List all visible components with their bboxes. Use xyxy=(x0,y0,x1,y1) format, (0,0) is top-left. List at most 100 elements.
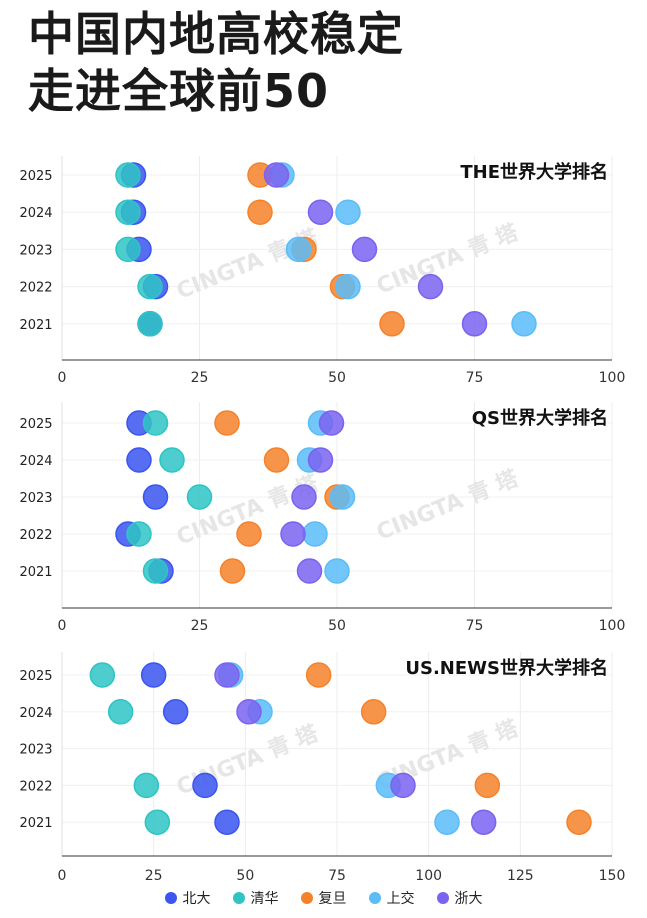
x-tick-label: 50 xyxy=(236,868,254,884)
y-tick-label: 2022 xyxy=(19,528,52,543)
data-point xyxy=(470,809,497,835)
x-tick-label: 25 xyxy=(145,868,163,884)
x-tick-label: 100 xyxy=(599,370,626,386)
data-point xyxy=(142,410,169,436)
data-point xyxy=(329,484,356,510)
legend-item: 复旦 xyxy=(300,888,347,908)
data-point xyxy=(89,662,116,688)
data-point xyxy=(307,199,334,225)
x-tick-label: 0 xyxy=(58,868,67,884)
watermark-text: CINGTA 青 塔 xyxy=(373,220,522,300)
x-tick-label: 0 xyxy=(58,370,67,386)
chart-title: QS世界大学排名 xyxy=(472,407,608,429)
legend-swatch xyxy=(300,892,313,904)
data-point xyxy=(335,199,361,225)
data-point xyxy=(566,809,592,835)
y-tick-label: 2024 xyxy=(19,206,52,221)
legend-item: 北大 xyxy=(164,888,211,908)
legend: 北大 清华 复旦 上交 浙大 xyxy=(0,887,647,909)
legend-label: 浙大 xyxy=(454,891,483,907)
data-point xyxy=(126,521,152,547)
x-tick-label: 75 xyxy=(466,618,484,634)
chart-title: US.NEWS世界大学排名 xyxy=(405,657,608,679)
data-point xyxy=(186,484,213,510)
data-point xyxy=(390,772,416,799)
chart-panel-1: CINGTA 青 塔 CINGTA 青 塔0 25 50 75 1002025202420… xyxy=(19,156,625,386)
y-tick-label: 2022 xyxy=(19,779,52,794)
x-tick-label: 50 xyxy=(328,618,346,634)
x-tick-label: 100 xyxy=(599,618,626,634)
data-point xyxy=(107,699,134,725)
y-tick-label: 2021 xyxy=(19,318,52,333)
data-point xyxy=(115,162,141,188)
data-point xyxy=(159,447,185,473)
data-point xyxy=(307,447,334,473)
data-point xyxy=(214,662,240,688)
legend-swatch xyxy=(164,892,177,904)
data-point xyxy=(263,162,290,188)
data-point xyxy=(335,273,361,300)
x-tick-label: 25 xyxy=(191,618,209,634)
data-point xyxy=(142,484,169,510)
page-title: 中国内地高校稳定 走进全球前50 xyxy=(28,7,404,118)
data-point xyxy=(137,311,163,337)
y-tick-label: 2023 xyxy=(19,743,52,758)
data-point xyxy=(263,447,290,473)
data-point xyxy=(302,521,328,547)
y-tick-label: 2023 xyxy=(19,491,52,506)
legend-item: 上交 xyxy=(368,888,415,908)
data-point xyxy=(318,410,345,436)
data-point xyxy=(162,699,189,725)
chart-panel-3: CINGTA 青 塔 CINGTA 青 塔0 25 50 75 100 125 1502025… xyxy=(19,652,625,884)
data-point xyxy=(305,662,332,688)
y-tick-label: 2021 xyxy=(19,565,52,580)
data-point xyxy=(214,809,240,835)
legend-label: 上交 xyxy=(386,891,415,907)
data-point xyxy=(144,809,171,835)
legend-swatch xyxy=(368,892,381,904)
legend-item: 清华 xyxy=(232,888,279,908)
data-point xyxy=(115,236,141,263)
legend-swatch xyxy=(232,892,245,904)
data-point xyxy=(115,199,141,225)
y-tick-label: 2022 xyxy=(19,281,52,296)
data-point xyxy=(247,199,273,225)
data-point xyxy=(236,699,262,725)
data-point xyxy=(291,484,317,510)
data-point xyxy=(461,311,488,337)
chart-title: THE世界大学排名 xyxy=(460,161,608,183)
data-point xyxy=(474,772,501,799)
legend-item: 浙大 xyxy=(436,888,483,908)
data-point xyxy=(140,662,167,688)
legend-label: 清华 xyxy=(250,891,279,907)
data-point xyxy=(324,558,350,584)
y-tick-label: 2025 xyxy=(19,669,52,684)
data-point xyxy=(511,311,537,337)
x-tick-label: 50 xyxy=(328,370,346,386)
x-tick-label: 25 xyxy=(191,370,209,386)
data-point xyxy=(214,410,240,436)
data-point xyxy=(360,699,387,725)
data-point xyxy=(280,521,306,547)
legend-label: 复旦 xyxy=(318,891,347,907)
data-point xyxy=(133,772,160,799)
y-tick-label: 2024 xyxy=(19,454,52,469)
data-point xyxy=(296,558,323,584)
data-point xyxy=(236,521,262,547)
y-tick-label: 2025 xyxy=(19,169,52,184)
data-point xyxy=(417,273,444,300)
data-point xyxy=(137,273,163,300)
data-point xyxy=(142,558,169,584)
x-tick-label: 0 xyxy=(58,618,67,634)
x-tick-label: 100 xyxy=(415,868,442,884)
data-point xyxy=(192,772,218,799)
y-tick-label: 2025 xyxy=(19,417,52,432)
data-point xyxy=(434,809,460,835)
data-point xyxy=(285,236,312,263)
legend-swatch xyxy=(436,892,449,904)
legend-label: 北大 xyxy=(182,891,211,907)
y-tick-label: 2021 xyxy=(19,816,52,831)
y-tick-label: 2023 xyxy=(19,243,52,258)
x-tick-label: 75 xyxy=(466,370,484,386)
